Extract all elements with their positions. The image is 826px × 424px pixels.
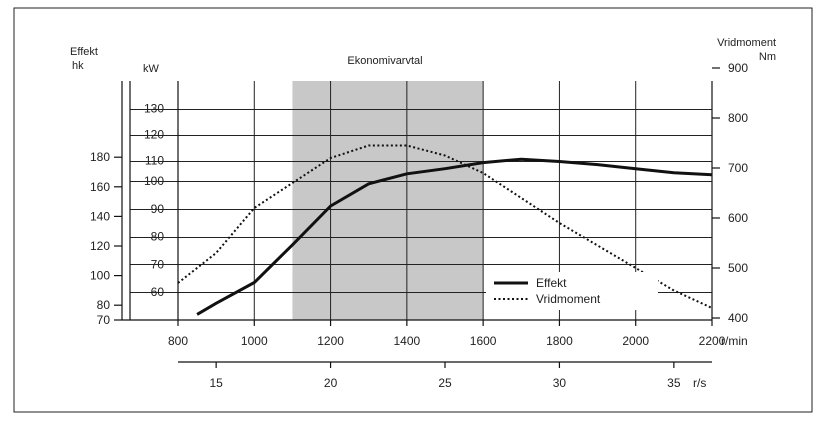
rps-tick-label-25: 25 xyxy=(438,376,452,390)
left-kw-axis-unit: kW xyxy=(143,63,160,75)
kw-tick-label-100: 100 xyxy=(144,174,164,188)
hp-tick-label-80: 80 xyxy=(97,298,111,312)
economy-band-layer xyxy=(292,81,483,320)
rpm-tick-label-1600: 1600 xyxy=(470,334,497,348)
left-hp-axis-unit: hk xyxy=(72,60,84,72)
left-hp-axis-label: Effekt xyxy=(70,46,98,58)
rpm-tick-label-1400: 1400 xyxy=(394,334,421,348)
nm-tick-label-400: 400 xyxy=(728,311,748,325)
chart-title: Ekonomivarvtal xyxy=(347,55,422,67)
nm-tick-label-800: 800 xyxy=(728,111,748,125)
right-axis-label: Vridmoment xyxy=(717,37,776,49)
rpm-tick-label-1200: 1200 xyxy=(317,334,344,348)
kw-tick-label-130: 130 xyxy=(144,102,164,116)
rps-tick-label-15: 15 xyxy=(209,376,223,390)
rpm-tick-label-2200: 2200 xyxy=(699,334,726,348)
rps-tick-label-20: 20 xyxy=(324,376,338,390)
right-axis-unit: Nm xyxy=(759,51,776,63)
nm-tick-label-700: 700 xyxy=(728,161,748,175)
kw-tick-label-60: 60 xyxy=(151,285,165,299)
kw-tick-label-80: 80 xyxy=(151,230,165,244)
kw-tick-label-70: 70 xyxy=(151,257,165,271)
hp-tick-label-100: 100 xyxy=(90,269,110,283)
legend-label-effekt: Effekt xyxy=(536,276,567,290)
economy-band xyxy=(292,81,483,320)
rps-tick-label-35: 35 xyxy=(667,376,681,390)
legend: Effekt Vridmoment xyxy=(486,272,658,310)
rpm-tick-label-1000: 1000 xyxy=(241,334,268,348)
kw-tick-label-110: 110 xyxy=(145,154,164,168)
rpm-tick-label-1800: 1800 xyxy=(546,334,573,348)
kw-tick-label-120: 120 xyxy=(144,128,164,142)
hp-tick-label-140: 140 xyxy=(90,209,110,223)
nm-tick-label-600: 600 xyxy=(728,211,748,225)
rpm-tick-label-2000: 2000 xyxy=(622,334,649,348)
rps-tick-label-30: 30 xyxy=(553,376,567,390)
hp-tick-label-160: 160 xyxy=(90,180,110,194)
hp-tick-label-120: 120 xyxy=(90,239,110,253)
rpm-tick-label-800: 800 xyxy=(168,334,188,348)
nm-tick-label-900: 900 xyxy=(728,61,748,75)
nm-tick-label-500: 500 xyxy=(728,261,748,275)
kw-tick-label-90: 90 xyxy=(151,202,165,216)
legend-label-vridmoment: Vridmoment xyxy=(536,292,601,306)
hp-tick-label-70: 70 xyxy=(97,313,111,327)
rps-axis-unit: r/s xyxy=(693,376,706,390)
hp-tick-label-180: 180 xyxy=(90,150,110,164)
